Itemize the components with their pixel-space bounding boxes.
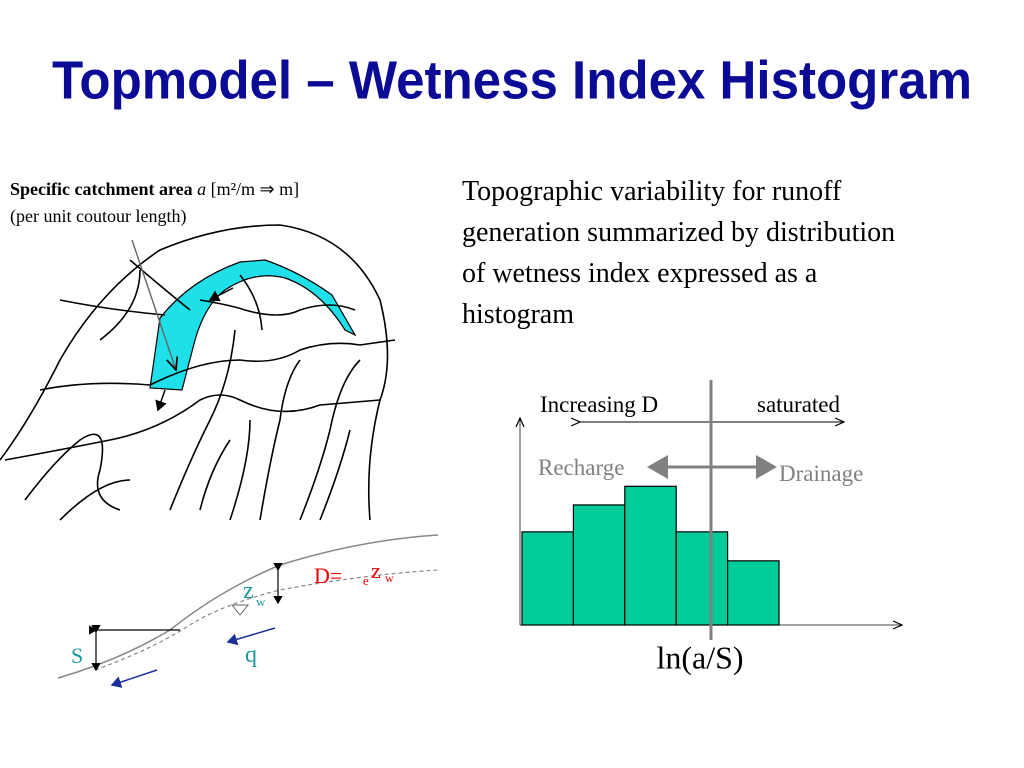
histogram-bar [675,531,729,626]
paragraph-line: generation summarized by distribution [462,217,895,248]
map-label-2: (per unit coutour length) [10,206,186,227]
histogram: Increasing D saturated Recharge Drainage… [520,380,902,675]
increasing-label: Increasing D [540,392,658,417]
paragraph-line: Topographic variability for runoff [462,176,842,207]
zw-w: w [256,594,266,609]
paragraph: Topographic variability for runoff genera… [462,176,895,330]
q-label: q [245,642,257,668]
map-label-italic: a [197,179,206,199]
s-label: S [71,643,83,668]
d-label: D= [314,563,342,588]
x-axis-label: ln(a/S) [656,639,743,675]
zw-z: z [243,578,254,604]
hillslope-profile: D= e z w z w S q [57,534,439,688]
paragraph-line: histogram [462,299,574,330]
saturated-label: saturated [757,392,841,417]
histogram-bar [726,560,780,626]
slide-title: Topmodel – Wetness Index Histogram [52,50,972,110]
histogram-bar [572,504,626,626]
map-label-bold: Specific catchment area [10,179,193,199]
histogram-bar [521,531,575,626]
d-e: e [363,573,369,588]
d-z: z [371,558,381,583]
drainage-label: Drainage [779,461,863,486]
contour-map [0,224,396,521]
d-w: w [385,571,394,585]
map-label: Specific catchment area a [m²/m ⇒ m] [10,179,299,199]
paragraph-line: of wetness index expressed as a [462,258,818,289]
recharge-label: Recharge [538,455,624,480]
map-label-unit: [m²/m ⇒ m] [211,179,299,199]
histogram-bar [624,485,677,626]
